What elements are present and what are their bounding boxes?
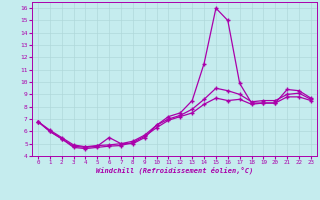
X-axis label: Windchill (Refroidissement éolien,°C): Windchill (Refroidissement éolien,°C) <box>96 167 253 174</box>
